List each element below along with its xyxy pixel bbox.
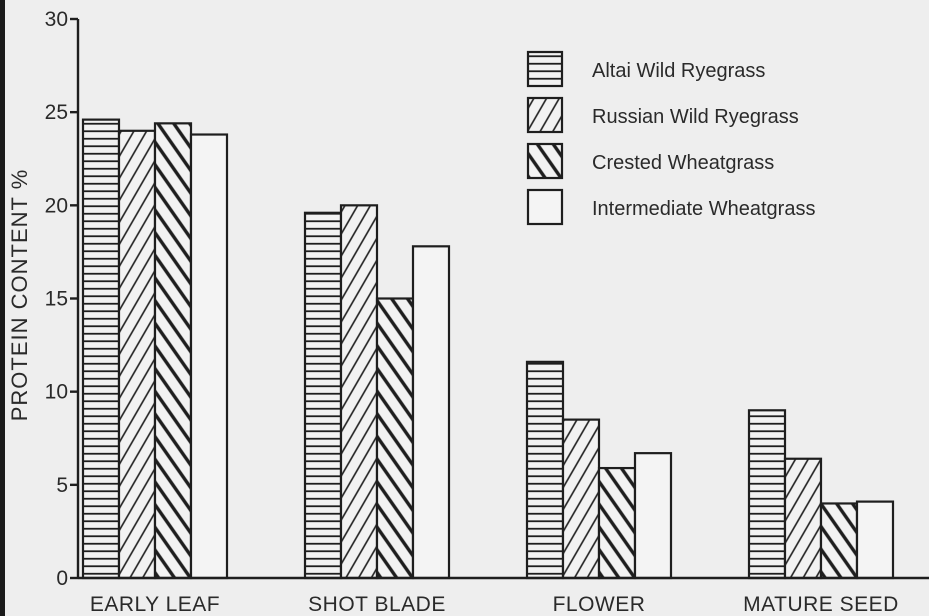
bar [819,502,859,580]
bar [525,360,565,580]
y-tick-label: 30 [45,8,68,31]
axes [76,19,929,580]
y-tick-label: 0 [56,567,68,590]
y-tick-label: 10 [45,381,68,404]
x-category-label: MATURE SEED [743,593,899,616]
legend-label: Intermediate Wheatgrass [592,198,815,220]
bar [561,418,601,580]
legend-label: Altai Wild Ryegrass [592,60,765,82]
y-axis-ticks: 0 5 10 15 20 25 30 [45,8,78,590]
legend-label: Crested Wheatgrass [592,152,774,174]
bar [339,204,379,580]
legend-swatch [526,188,564,226]
legend-label: Russian Wild Ryegrass [592,106,799,128]
bar [153,122,193,580]
left-edge-strip [0,0,5,616]
y-tick-label: 5 [56,474,68,497]
legend: Altai Wild Ryegrass Russian Wild Ryegrass… [526,50,815,226]
bars-group [81,118,895,580]
bar [855,500,895,580]
bar [783,457,823,580]
bar [375,297,415,580]
bar [117,129,157,580]
bar [747,409,787,580]
legend-swatch [526,96,564,134]
legend-swatch [526,142,564,180]
y-tick-label: 15 [45,288,68,311]
y-tick-label: 25 [45,101,68,124]
bar [633,452,673,580]
x-axis-category-labels: EARLY LEAF SHOT BLADE FLOWER MATURE SEED [90,593,899,616]
x-category-label: EARLY LEAF [90,593,220,616]
bar [189,133,229,580]
y-axis-label: PROTEIN CONTENT % [7,169,32,422]
bar [411,245,451,580]
bar [81,118,121,580]
bar [303,211,343,580]
bar [597,466,637,580]
x-category-label: FLOWER [553,593,646,616]
y-tick-label: 20 [45,194,68,217]
legend-swatch [526,50,564,88]
x-category-label: SHOT BLADE [308,593,446,616]
